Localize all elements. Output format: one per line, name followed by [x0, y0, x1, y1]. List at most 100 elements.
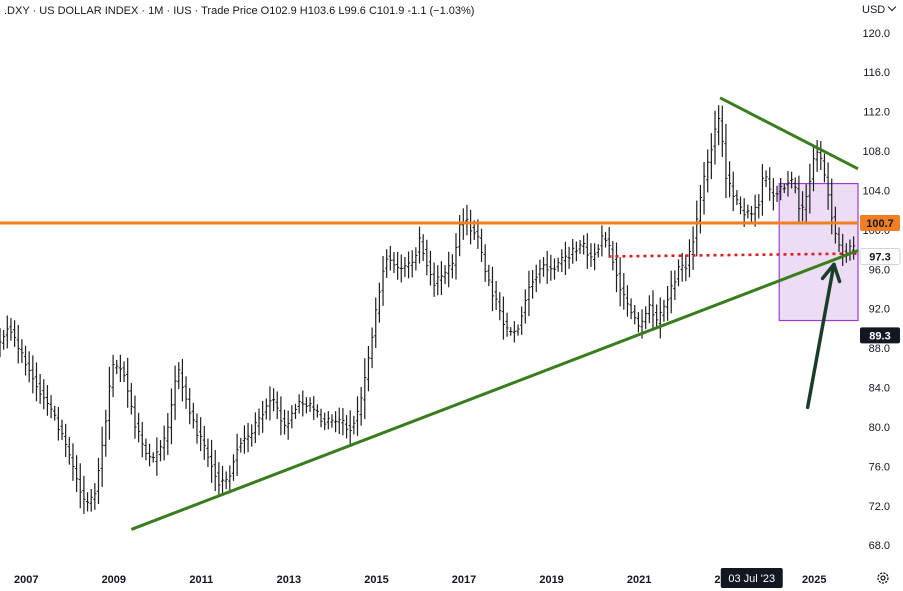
instrument-name: US DOLLAR INDEX [39, 5, 139, 17]
candle [304, 397, 309, 414]
candle [815, 140, 819, 172]
candle [582, 235, 586, 255]
candle [363, 358, 367, 420]
candle [239, 437, 243, 453]
candle [385, 249, 389, 278]
candle [811, 146, 816, 192]
candle [147, 443, 152, 467]
highlight-box[interactable] [778, 182, 859, 322]
x-tick-label: 2011 [189, 574, 213, 586]
candle [75, 455, 79, 493]
candle [158, 440, 163, 462]
candle [629, 298, 633, 320]
candle [359, 386, 363, 426]
candle [636, 312, 640, 333]
y-tick-label: 120.0 [862, 28, 890, 40]
candle [191, 402, 195, 429]
candle [695, 200, 699, 257]
candle [483, 244, 487, 282]
candle [118, 354, 122, 383]
candle [447, 251, 451, 288]
candle [392, 252, 396, 274]
candle [49, 395, 53, 419]
falling-trendline[interactable] [719, 96, 859, 171]
candle [830, 178, 834, 235]
candle [286, 410, 290, 440]
candle [826, 162, 830, 210]
candle [768, 167, 772, 201]
candle [279, 396, 283, 436]
candle [140, 421, 144, 458]
candle [509, 327, 513, 336]
gear-icon[interactable] [876, 571, 890, 585]
candle [53, 405, 57, 421]
candle [293, 403, 298, 419]
candle [720, 105, 724, 157]
candle [180, 358, 184, 402]
candle [290, 405, 294, 429]
price-label-bg [860, 214, 900, 231]
currency-selector[interactable]: USD [862, 2, 897, 16]
candle [403, 256, 407, 277]
candle [527, 270, 531, 317]
candle [414, 247, 418, 271]
candle [625, 285, 630, 317]
candle [169, 388, 174, 445]
candle [709, 133, 713, 180]
candle [808, 163, 812, 214]
y-tick-label: 96.0 [869, 264, 890, 276]
price-label-support[interactable]: 97.3 [859, 247, 901, 265]
candle [552, 258, 557, 280]
candle [665, 286, 670, 321]
candle [228, 465, 232, 492]
candle [213, 450, 217, 492]
candle [184, 376, 188, 409]
candle [319, 408, 323, 428]
candle [96, 457, 101, 505]
candle [421, 234, 425, 262]
symbol[interactable]: .DXY [4, 5, 30, 17]
price-label-box-low[interactable]: 89.3 [860, 327, 900, 344]
candle [545, 250, 549, 284]
candle [137, 412, 141, 443]
candle [771, 178, 775, 211]
candle [782, 183, 786, 194]
price-label-resistance[interactable]: 100.7 [860, 214, 900, 231]
candle [224, 471, 228, 490]
candle [793, 177, 797, 194]
candle [246, 422, 250, 453]
y-tick-label: 76.0 [869, 461, 890, 473]
candle [443, 265, 447, 285]
candle [618, 257, 622, 307]
price-label-bg [859, 247, 901, 265]
candle [268, 386, 272, 421]
candle [60, 419, 64, 441]
candle [282, 409, 287, 435]
candle [432, 262, 436, 297]
candle [600, 225, 604, 257]
candle [614, 242, 619, 293]
candle [498, 292, 502, 321]
candle [374, 297, 378, 349]
candle [195, 413, 199, 444]
y-tick-label: 88.0 [869, 343, 890, 355]
candle [651, 290, 655, 330]
interval[interactable]: 1M [148, 5, 164, 17]
arrow-annotation[interactable] [805, 262, 842, 410]
candle [731, 171, 735, 212]
rising-trendline[interactable] [130, 249, 859, 531]
candle [603, 231, 608, 248]
candle [819, 140, 823, 171]
candle [644, 306, 648, 330]
candle [735, 190, 739, 206]
candle [253, 412, 257, 444]
candle [177, 362, 181, 390]
candle [89, 489, 93, 512]
y-tick-label: 92.0 [869, 304, 890, 316]
candle [684, 254, 688, 282]
price-label-text: 97.3 [869, 251, 890, 263]
candle [465, 204, 469, 236]
candle [93, 483, 97, 510]
candle [574, 241, 578, 262]
